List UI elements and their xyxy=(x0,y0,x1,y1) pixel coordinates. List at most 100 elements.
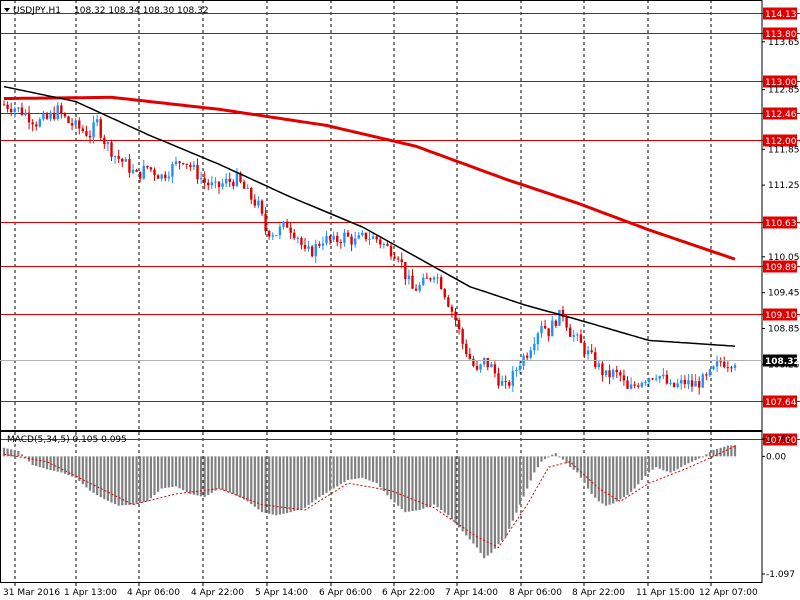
macd-bar xyxy=(454,456,457,524)
candle-body xyxy=(128,159,131,173)
candle-body xyxy=(565,317,568,328)
macd-bar xyxy=(300,456,303,509)
macd-bar xyxy=(687,456,690,464)
time-tick-label: 6 Apr 22:00 xyxy=(382,588,435,598)
price-tick-label: 112.85 xyxy=(768,86,800,96)
candle-body xyxy=(196,164,199,180)
macd-bar xyxy=(78,456,81,482)
ohlc-label: 108.32 108.34 108.30 108.32 xyxy=(74,6,209,16)
macd-bar xyxy=(314,456,317,500)
candle-body xyxy=(511,370,515,386)
candle-body xyxy=(275,235,278,237)
macd-bar xyxy=(2,447,6,457)
macd-bar xyxy=(24,456,27,458)
candle-body xyxy=(418,284,421,291)
time-tick-label: 12 Apr 07:00 xyxy=(699,588,758,598)
macd-bar xyxy=(529,456,532,481)
macd-bar xyxy=(404,456,407,513)
macd-bar xyxy=(543,456,547,460)
candle-body xyxy=(6,104,9,109)
candle-body xyxy=(604,370,608,376)
macd-bar xyxy=(450,456,454,520)
macd-bar xyxy=(698,456,701,459)
macd-bar xyxy=(382,456,385,492)
macd-bar xyxy=(311,456,314,503)
candle-body xyxy=(321,243,325,246)
macd-bar xyxy=(422,456,425,509)
candle-body xyxy=(733,365,737,368)
macd-bar xyxy=(465,456,468,536)
macd-bar xyxy=(275,456,278,516)
candle-body xyxy=(293,232,296,239)
macd-bar xyxy=(332,456,335,489)
macd-tick-label: -1.097 xyxy=(766,570,795,580)
macd-bar xyxy=(131,456,135,505)
candle-body xyxy=(221,183,224,187)
macd-bar xyxy=(268,456,271,514)
candle-body xyxy=(336,235,339,243)
macd-bar xyxy=(361,456,364,478)
candle-body xyxy=(411,275,414,289)
macd-bar xyxy=(160,456,163,489)
macd-bar xyxy=(640,456,643,480)
macd-bar xyxy=(432,456,436,505)
candle-body xyxy=(680,379,683,384)
macd-bar xyxy=(536,456,540,468)
macd-bar xyxy=(457,456,461,528)
level-price-label: 109.89 xyxy=(765,263,797,273)
macd-bar xyxy=(658,456,661,469)
candle-body xyxy=(135,170,138,172)
candle-body xyxy=(20,107,24,115)
candle-body xyxy=(117,156,120,159)
macd-bar xyxy=(468,456,471,540)
macd-bar xyxy=(81,456,84,485)
macd-bar xyxy=(597,456,600,502)
candle-body xyxy=(500,381,504,386)
level-price-label: 112.46 xyxy=(765,110,797,120)
macd-bar xyxy=(328,456,332,491)
time-tick-label: 7 Apr 14:00 xyxy=(445,588,498,598)
candle-body xyxy=(67,116,70,124)
macd-bar xyxy=(343,456,346,483)
macd-bar xyxy=(508,456,511,529)
macd-bar xyxy=(178,456,181,489)
candle-body xyxy=(92,122,95,138)
macd-bar xyxy=(440,456,443,510)
candle-body xyxy=(368,238,371,240)
macd-bar xyxy=(665,456,669,472)
price-axis: 113.65 112.85 111.85 111.25 110.05 109.45 108.… xyxy=(0,0,800,583)
candle-body xyxy=(99,119,102,138)
candle-body xyxy=(715,361,719,367)
macd-bar xyxy=(17,451,20,457)
macd-bar xyxy=(74,456,77,478)
candle-body xyxy=(619,372,622,376)
candle-body xyxy=(525,355,529,358)
candle-body xyxy=(472,358,475,366)
candle-body xyxy=(515,369,518,371)
candle-body xyxy=(149,167,153,170)
candle-body xyxy=(669,382,672,384)
candle-body xyxy=(633,384,636,386)
level-price-box xyxy=(763,107,797,120)
price-tick-label: 111.85 xyxy=(768,145,800,155)
candle-body xyxy=(346,232,350,237)
macd-bar xyxy=(407,456,411,512)
macd-bar xyxy=(153,456,156,495)
candle-body xyxy=(615,369,618,373)
candle-body xyxy=(242,181,246,189)
candle-body xyxy=(529,350,532,358)
candle-body xyxy=(457,320,461,330)
candle-body xyxy=(404,262,407,280)
level-price-label: 113.00 xyxy=(765,78,797,88)
macd-tick-label: 0.162 xyxy=(766,435,792,445)
macd-bar xyxy=(608,456,611,505)
candle-body xyxy=(422,277,425,285)
candle-body xyxy=(429,278,432,280)
time-tick-label: 5 Apr 14:00 xyxy=(255,588,308,598)
macd-bar xyxy=(242,456,246,500)
macd-bar xyxy=(561,456,565,460)
level-price-label: 114.13 xyxy=(765,10,797,20)
dropdown-arrow-icon[interactable] xyxy=(4,8,10,12)
candle-body xyxy=(192,164,196,168)
